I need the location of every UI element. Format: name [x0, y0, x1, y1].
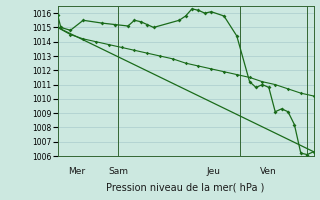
- Text: Mer: Mer: [68, 166, 85, 176]
- Text: Pression niveau de la mer( hPa ): Pression niveau de la mer( hPa ): [107, 183, 265, 193]
- Text: Ven: Ven: [260, 166, 276, 176]
- Text: Jeu: Jeu: [206, 166, 220, 176]
- Text: Sam: Sam: [109, 166, 129, 176]
